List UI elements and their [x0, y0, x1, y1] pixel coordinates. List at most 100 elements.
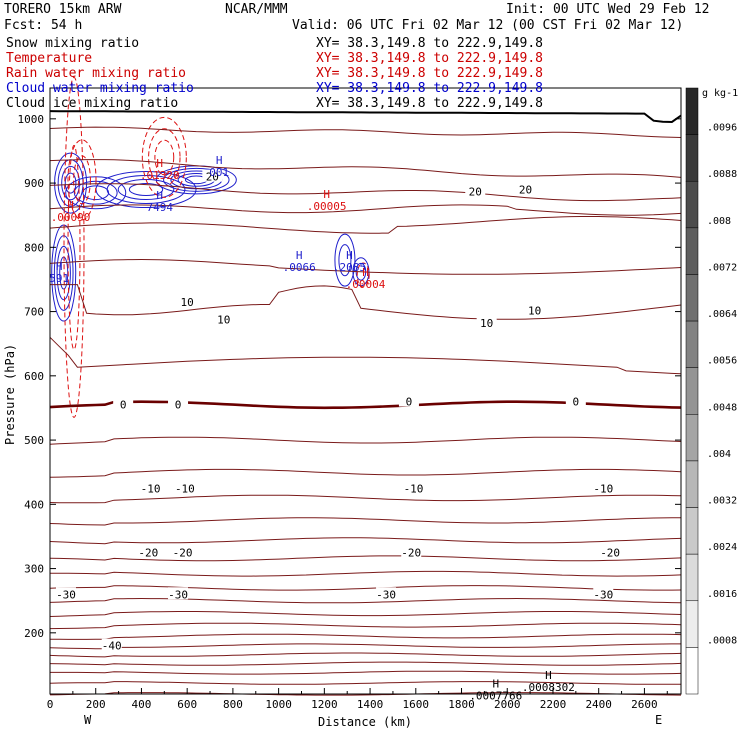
x-tick-label: 0	[47, 698, 54, 711]
y-tick-label: 800	[24, 241, 44, 254]
colorbar-label: .0024	[707, 542, 737, 553]
extremum-value: 7494	[146, 201, 173, 214]
temperature-contour-label: 10	[181, 296, 194, 309]
x-tick-label: 600	[177, 698, 197, 711]
contour-label-bg	[168, 397, 189, 410]
extremum-value: .0066	[283, 261, 316, 274]
colorbar-label: .0064	[707, 309, 737, 320]
colorbar-swatch	[685, 647, 699, 695]
x-tick-label: 800	[223, 698, 243, 711]
isotherm	[49, 517, 681, 526]
isotherm	[49, 468, 682, 478]
temperature-contour-label: 10	[528, 304, 541, 317]
x-axis-label: Distance (km)	[318, 715, 412, 729]
field-name-rain: Rain water mixing ratio	[6, 66, 186, 81]
extremum-marker: H	[56, 260, 63, 273]
extremum-marker: H	[545, 669, 552, 682]
temperature-contour-label: -10	[404, 482, 424, 495]
extremum-value: .0007766	[469, 689, 522, 702]
extremum-value: 591	[49, 272, 69, 285]
contour-label-bg	[565, 394, 586, 407]
cloud-water-contour	[61, 165, 80, 201]
temperature-contour-label: 20	[469, 185, 482, 198]
colorbar-swatch	[685, 87, 699, 135]
x-tick-label: 400	[132, 698, 152, 711]
extremum-value: 001	[209, 166, 229, 179]
temperature-contour-label: 20	[519, 184, 532, 197]
field-xy-cloud-water: XY= 38.3,149.8 to 222.9,149.8	[316, 81, 543, 96]
temperature-contours	[49, 126, 682, 696]
contour-label-bg	[600, 545, 621, 558]
extremum-value: .00005	[307, 200, 347, 213]
temperature-contour-label: -40	[102, 640, 122, 653]
isotherm	[49, 643, 681, 650]
extremum-marker: H	[156, 189, 163, 202]
temperature-contour-label: -30	[56, 588, 76, 601]
field-name-temperature: Temperature	[6, 51, 92, 66]
isotherm	[49, 537, 682, 545]
y-tick-label: 500	[24, 434, 44, 447]
temperature-contour-label: 10	[217, 313, 230, 326]
cloud-water-contour	[338, 244, 352, 277]
x-axis-west-label: W	[84, 713, 92, 727]
contour-label-bg	[174, 481, 195, 494]
cloud-water-contour	[56, 245, 71, 301]
cloud-water-contour	[64, 172, 77, 194]
temperature-contour-label: -20	[173, 547, 193, 560]
contour-label-bg	[172, 545, 193, 558]
y-axis-label: Pressure (hPa)	[3, 344, 17, 445]
isotherm	[49, 597, 682, 604]
cloud-water-contour	[128, 183, 164, 196]
colorbar-units: g kg-1	[702, 88, 738, 99]
extremum-value: .01320	[140, 169, 180, 182]
colorbar-swatch	[685, 553, 699, 602]
contour-label-bg	[140, 481, 161, 494]
colorbar-swatch	[685, 180, 699, 229]
colorbar: .0096 .0088 .008 .0072 .0064 .0056 .0048 .004 .0…	[685, 87, 738, 695]
zero-isotherm	[49, 400, 682, 410]
colorbar-label: .0016	[707, 589, 737, 600]
extremum-marker: H	[156, 157, 163, 170]
temperature-contour-label: 0	[573, 396, 580, 409]
rain-water-contour	[356, 262, 370, 288]
plot-frame	[49, 87, 682, 695]
temperature-contour-label: -10	[175, 482, 195, 495]
contour-label-bg	[168, 587, 189, 600]
extremum-marker: H	[296, 249, 303, 262]
field-xy-snow: XY= 38.3,149.8 to 222.9,149.8	[316, 36, 543, 51]
rain-water-contour	[63, 76, 85, 418]
field-xy-temperature: XY= 38.3,149.8 to 222.9,149.8	[316, 51, 543, 66]
extremum-marker: H	[67, 199, 74, 212]
temperature-contour-label: 10	[480, 317, 493, 330]
cloud-water-contour	[334, 233, 356, 287]
contour-label-bg	[376, 587, 397, 600]
x-tick-label: 1200	[311, 698, 338, 711]
contour-label-bg	[593, 587, 614, 600]
x-tick-label: 2400	[585, 698, 612, 711]
temperature-contour-label: -20	[600, 547, 620, 560]
extremum-marker: H	[493, 677, 500, 690]
contour-label-bg	[398, 394, 419, 407]
temperature-contour-label: 0	[175, 399, 182, 412]
contour-label-bg	[138, 545, 159, 558]
x-tick-label: 200	[86, 698, 106, 711]
field-xy-rain: XY= 38.3,149.8 to 222.9,149.8	[316, 66, 543, 81]
isotherm	[49, 585, 682, 591]
forecast-hour: Fcst: 54 h	[4, 18, 82, 33]
temperature-contour-label: -20	[138, 547, 158, 560]
colorbar-swatch	[685, 134, 699, 182]
x-tick-label: 1600	[403, 698, 430, 711]
extremum-value: .2085	[333, 261, 366, 274]
extremum-marker: H	[216, 154, 223, 167]
y-tick-label: 600	[24, 370, 44, 383]
rain-water-contour	[141, 116, 187, 198]
isotherm	[49, 436, 682, 445]
extremum-value: .0008302	[522, 681, 575, 694]
temperature-contour-label: -10	[593, 482, 613, 495]
isotherm	[49, 555, 682, 562]
extremum-marker: H	[346, 249, 353, 262]
valid-time: Valid: 06 UTC Fri 02 Mar 12 (00 CST Fri …	[292, 18, 683, 33]
colorbar-label: .0096	[707, 123, 737, 134]
temperature-contour-label: -30	[376, 588, 396, 601]
